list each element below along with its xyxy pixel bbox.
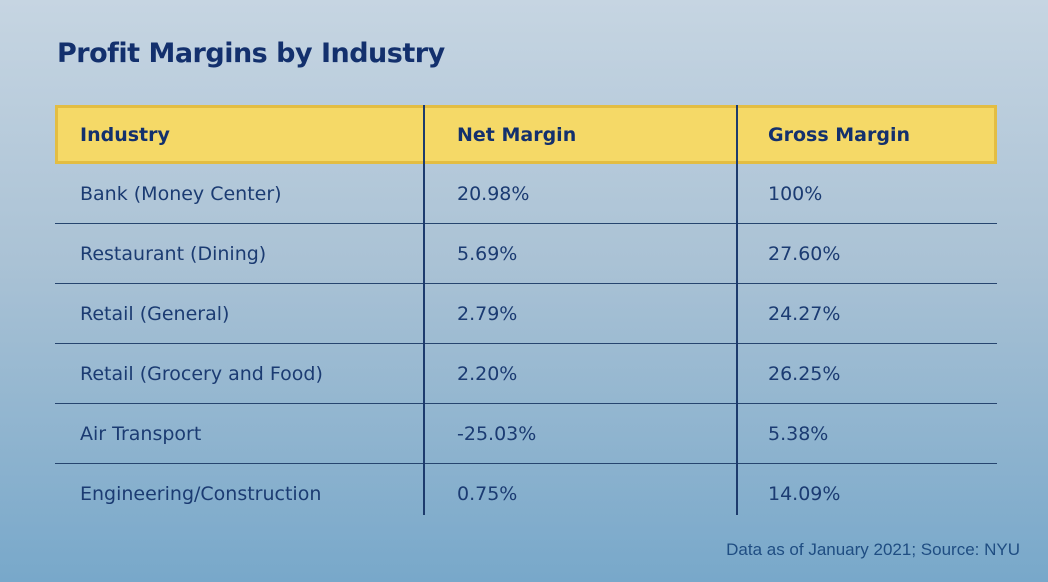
cell-net-margin: 2.79% xyxy=(457,302,518,325)
profit-margins-table: Industry Net Margin Gross Margin Bank (M… xyxy=(55,105,997,524)
table-row: Retail (General) 2.79% 24.27% xyxy=(55,284,997,344)
cell-net-margin: 20.98% xyxy=(457,182,530,205)
cell-gross-margin: 100% xyxy=(768,182,823,205)
cell-gross-margin: 26.25% xyxy=(768,362,841,385)
cell-net-margin: -25.03% xyxy=(457,422,537,445)
cell-net-margin: 2.20% xyxy=(457,362,518,385)
cell-industry: Engineering/Construction xyxy=(80,483,322,505)
column-divider-line xyxy=(423,105,425,515)
column-divider-line xyxy=(736,105,738,515)
cell-gross-margin: 14.09% xyxy=(768,483,841,505)
cell-industry: Restaurant (Dining) xyxy=(80,242,267,265)
column-header-industry: Industry xyxy=(80,123,170,146)
cell-gross-margin: 27.60% xyxy=(768,242,841,265)
table-row: Retail (Grocery and Food) 2.20% 26.25% xyxy=(55,344,997,404)
cell-industry: Bank (Money Center) xyxy=(80,182,282,205)
cell-gross-margin: 24.27% xyxy=(768,302,841,325)
column-header-net-margin: Net Margin xyxy=(457,123,577,146)
page-title: Profit Margins by Industry xyxy=(57,38,445,69)
cell-net-margin: 5.69% xyxy=(457,242,518,265)
cell-industry: Retail (Grocery and Food) xyxy=(80,362,323,385)
table-body: Bank (Money Center) 20.98% 100% Restaura… xyxy=(55,164,997,524)
table-row: Restaurant (Dining) 5.69% 27.60% xyxy=(55,224,997,284)
cell-industry: Retail (General) xyxy=(80,302,230,325)
source-note: Data as of January 2021; Source: NYU xyxy=(726,540,1020,559)
cell-net-margin: 0.75% xyxy=(457,483,518,505)
cell-industry: Air Transport xyxy=(80,422,202,445)
table-row: Engineering/Construction 0.75% 14.09% xyxy=(55,464,997,524)
cell-gross-margin: 5.38% xyxy=(768,422,829,445)
table-row: Bank (Money Center) 20.98% 100% xyxy=(55,164,997,224)
column-header-gross-margin: Gross Margin xyxy=(768,123,910,146)
table-row: Air Transport -25.03% 5.38% xyxy=(55,404,997,464)
table-header-row: Industry Net Margin Gross Margin xyxy=(55,105,997,164)
